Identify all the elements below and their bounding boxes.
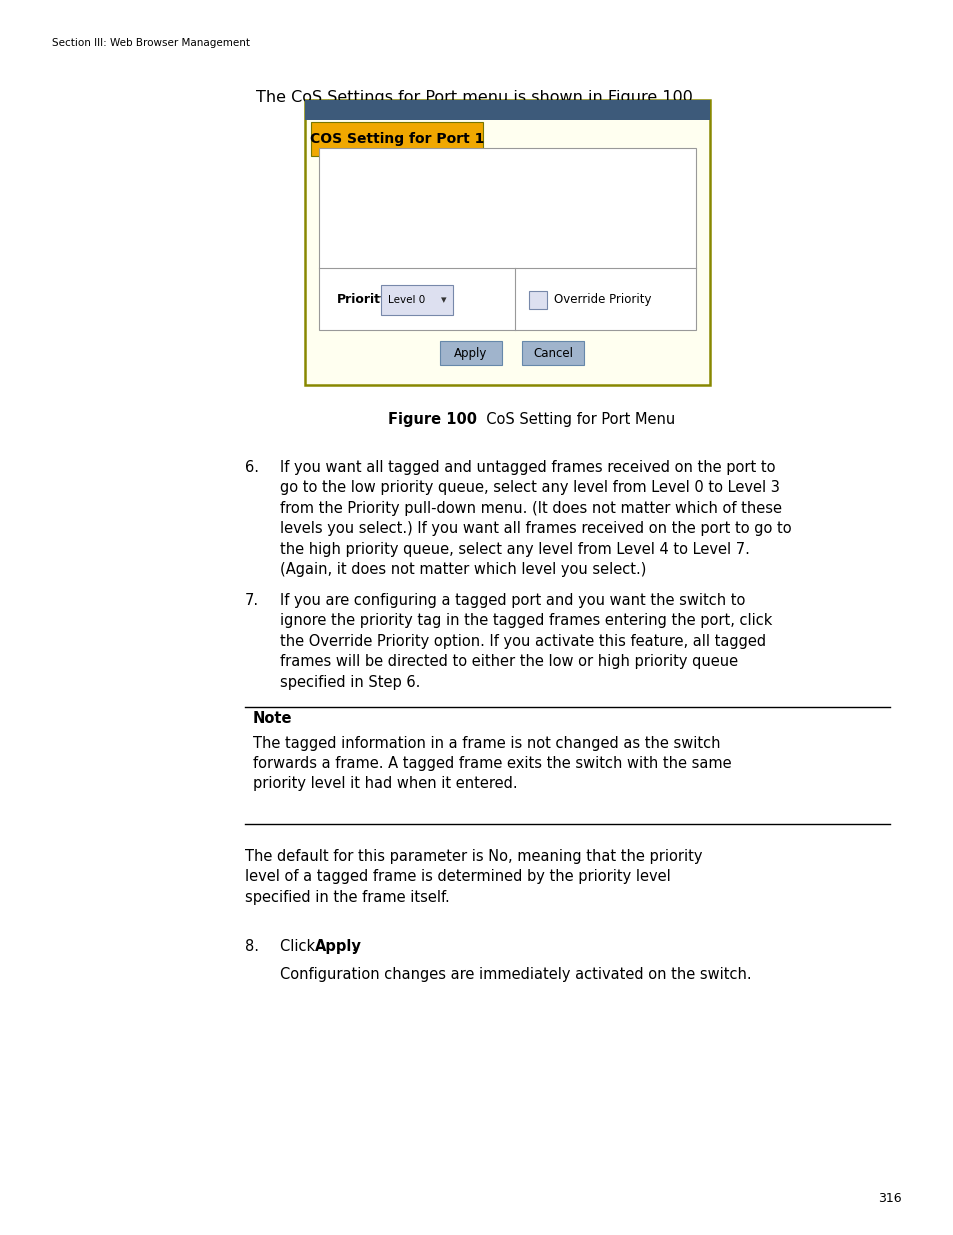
Text: 8.: 8. <box>245 940 258 955</box>
Text: Apply: Apply <box>314 940 361 955</box>
Text: Level 0: Level 0 <box>388 295 425 305</box>
Bar <box>521 341 583 366</box>
Text: Override Priority: Override Priority <box>554 294 651 306</box>
Text: 6.: 6. <box>245 459 258 475</box>
Bar <box>318 148 696 330</box>
Bar <box>311 122 482 156</box>
Text: .: . <box>351 940 355 955</box>
Text: The CoS Settings for Port menu is shown in Figure 100.: The CoS Settings for Port menu is shown … <box>255 90 698 105</box>
Text: Note: Note <box>253 711 293 726</box>
Bar <box>305 100 709 120</box>
Bar <box>529 291 546 309</box>
Text: 7.: 7. <box>245 593 259 608</box>
Text: If you want all tagged and untagged frames received on the port to
go to the low: If you want all tagged and untagged fram… <box>280 459 791 577</box>
Text: Apply: Apply <box>454 347 487 359</box>
Bar <box>380 285 453 315</box>
Text: The tagged information in a frame is not changed as the switch
forwards a frame.: The tagged information in a frame is not… <box>253 736 731 792</box>
Text: The default for this parameter is No, meaning that the priority
level of a tagge: The default for this parameter is No, me… <box>245 848 701 905</box>
Bar <box>439 341 501 366</box>
Text: Configuration changes are immediately activated on the switch.: Configuration changes are immediately ac… <box>280 967 751 982</box>
Text: Figure 100: Figure 100 <box>388 412 476 427</box>
Text: Click: Click <box>280 940 319 955</box>
Text: Priority: Priority <box>336 293 389 305</box>
Text: CoS Setting for Port Menu: CoS Setting for Port Menu <box>476 412 675 427</box>
Text: If you are configuring a tagged port and you want the switch to
ignore the prior: If you are configuring a tagged port and… <box>280 593 772 689</box>
Text: 316: 316 <box>878 1192 901 1205</box>
Bar <box>305 100 709 385</box>
Text: Section III: Web Browser Management: Section III: Web Browser Management <box>52 38 250 48</box>
Text: Cancel: Cancel <box>533 347 573 359</box>
Text: COS Setting for Port 1: COS Setting for Port 1 <box>310 132 484 146</box>
Text: ▾: ▾ <box>440 295 446 305</box>
